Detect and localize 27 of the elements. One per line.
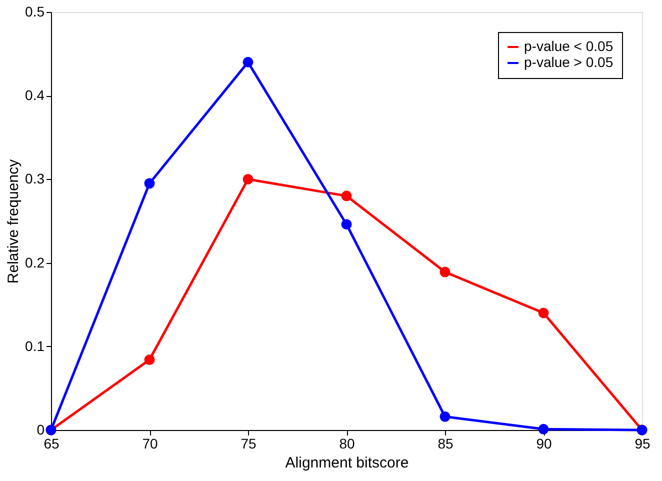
y-tick-label: 0.1 bbox=[25, 338, 45, 354]
point bbox=[144, 354, 155, 366]
y-tick-label: 0.4 bbox=[25, 87, 45, 104]
x-tick-label: 75 bbox=[240, 436, 256, 452]
x-axis-title: Alignment bitscore bbox=[285, 454, 409, 472]
y-tick-label: 0.5 bbox=[25, 4, 45, 20]
point bbox=[341, 190, 352, 202]
point bbox=[242, 56, 254, 68]
legend-label: p-value > 0.05 bbox=[524, 54, 614, 70]
legend-label: p-value < 0.05 bbox=[524, 38, 614, 54]
point bbox=[341, 219, 352, 230]
point bbox=[242, 174, 254, 184]
point bbox=[440, 411, 450, 422]
point bbox=[538, 308, 549, 318]
point bbox=[538, 424, 549, 434]
y-axis-title: Relative frequency bbox=[5, 158, 22, 284]
x-tick-label: 65 bbox=[44, 436, 60, 452]
x-tick-label: 70 bbox=[142, 436, 158, 452]
point bbox=[144, 178, 155, 189]
y-tick-label: 0.3 bbox=[25, 170, 45, 187]
point bbox=[440, 266, 450, 278]
y-tick-label: 0 bbox=[36, 422, 45, 438]
x-tick-label: 90 bbox=[536, 436, 552, 452]
y-tick-label: 0.2 bbox=[25, 254, 45, 270]
x-tick-label: 80 bbox=[339, 436, 355, 452]
x-tick-label: 85 bbox=[438, 436, 454, 452]
x-tick-label: 95 bbox=[634, 436, 650, 452]
